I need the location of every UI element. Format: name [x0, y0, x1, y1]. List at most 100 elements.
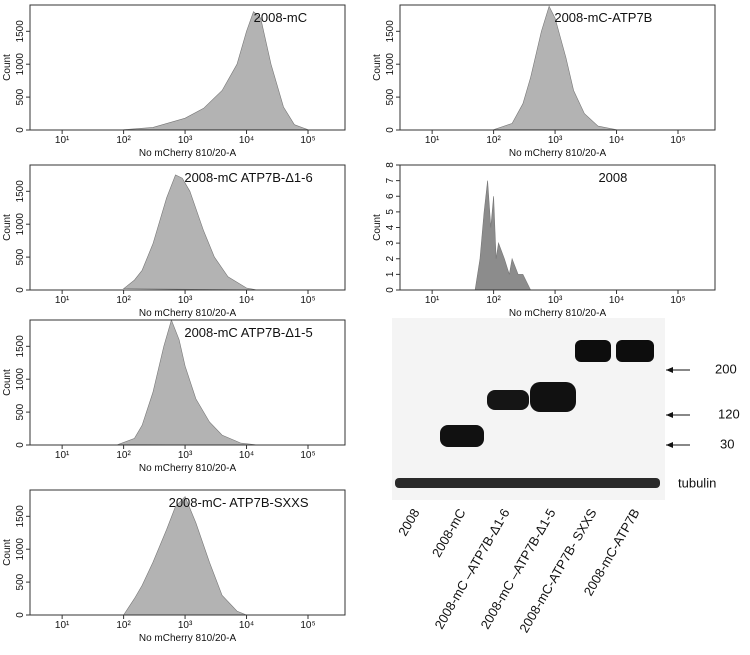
band	[616, 340, 654, 362]
x-tick-label: 10¹	[425, 135, 440, 146]
x-axis-label: No mCherry 810/20-A	[139, 148, 237, 159]
x-tick-label: 10²	[486, 295, 501, 306]
panel-annotation: 2008-mC- ATP7B-SXXS	[169, 495, 309, 510]
y-axis-label: Count	[372, 214, 383, 241]
x-tick-label: 10²	[116, 620, 131, 631]
plot-frame	[399, 4, 716, 131]
x-tick-label: 10⁵	[670, 135, 685, 146]
x-tick-label: 10²	[116, 295, 131, 306]
y-tick-label: 8	[385, 162, 396, 168]
histogram-area	[493, 5, 617, 130]
panel-annotation: 2008	[598, 170, 627, 185]
histogram-area	[117, 319, 258, 446]
panel-annotation: 2008-mC	[254, 10, 307, 25]
arrow-head	[666, 367, 673, 373]
y-tick-label: 1500	[15, 20, 26, 43]
x-tick-label: 10⁵	[300, 135, 315, 146]
y-tick-label: 1000	[385, 53, 396, 76]
histogram-area	[123, 496, 247, 616]
x-tick-label: 10⁴	[239, 620, 254, 631]
y-tick-label: 6	[385, 193, 396, 199]
marker-label: 30	[720, 436, 734, 451]
x-axis-label: No mCherry 810/20-A	[509, 148, 607, 159]
x-tick-label: 10⁵	[670, 295, 685, 306]
x-tick-label: 10³	[548, 135, 563, 146]
x-tick-label: 10¹	[55, 135, 70, 146]
y-tick-label: 4	[385, 224, 396, 230]
y-tick-label: 1500	[385, 20, 396, 43]
y-axis-label: Count	[2, 54, 13, 81]
lane-label: 2008-mC	[429, 506, 469, 560]
x-axis-label: No mCherry 810/20-A	[139, 308, 237, 319]
y-tick-label: 500	[15, 403, 26, 420]
y-tick-label: 3	[385, 240, 396, 246]
x-tick-label: 10⁴	[239, 135, 254, 146]
y-tick-label: 0	[385, 127, 396, 133]
x-axis-label: No mCherry 810/20-A	[139, 633, 237, 644]
y-tick-label: 0	[15, 127, 26, 133]
y-tick-label: 500	[15, 88, 26, 105]
y-axis-label: Count	[2, 214, 13, 241]
x-axis-label: No mCherry 810/20-A	[139, 463, 237, 474]
lane-label: 2008	[395, 506, 422, 539]
x-tick-label: 10²	[486, 135, 501, 146]
y-tick-label: 500	[385, 88, 396, 105]
arrow-head	[666, 412, 673, 418]
western-blot: 200 120 30 tubulin 2008 2008-mC 2008-mC …	[392, 318, 740, 635]
y-tick-label: 1500	[15, 335, 26, 358]
y-tick-label: 7	[385, 177, 396, 183]
panel-annotation: 2008-mC ATP7B-Δ1-6	[184, 170, 312, 185]
y-axis-label: Count	[2, 369, 13, 396]
x-tick-label: 10³	[178, 135, 193, 146]
histogram-panel: 0 1 2 3 4 5 6 7 8 10¹ 10² 10³ 10⁴ 10⁵ No mCherry 810/2…	[372, 162, 716, 319]
y-tick-label: 5	[385, 209, 396, 215]
x-tick-label: 10⁴	[609, 295, 624, 306]
x-axis-label: No mCherry 810/20-A	[509, 308, 607, 319]
histogram-area	[474, 180, 537, 291]
histogram-area	[122, 174, 258, 291]
lane-label: 2008-mC-ATP7B- SXXS	[516, 506, 599, 636]
tubulin-band	[395, 478, 660, 488]
panel-annotation: 2008-mC ATP7B-Δ1-5	[184, 325, 312, 340]
plot-frame	[399, 164, 716, 291]
plot-frame	[29, 489, 346, 616]
x-tick-label: 10¹	[425, 295, 440, 306]
x-tick-label: 10⁵	[300, 295, 315, 306]
plot-frame	[29, 164, 346, 291]
histogram-area	[123, 11, 309, 130]
band	[530, 382, 576, 412]
y-tick-label: 1000	[15, 538, 26, 561]
band	[487, 390, 529, 410]
y-tick-label: 1000	[15, 368, 26, 391]
y-axis-label: Count	[372, 54, 383, 81]
x-tick-label: 10³	[548, 295, 563, 306]
band	[440, 425, 484, 447]
x-tick-label: 10⁴	[239, 450, 254, 461]
x-tick-label: 10³	[178, 620, 193, 631]
loading-label: tubulin	[678, 475, 716, 490]
histogram-panel: 0 500 1000 1500 10¹ 10² 10³ 10⁴ 10⁵ No mCherry 81…	[2, 319, 346, 474]
y-tick-label: 2	[385, 256, 396, 262]
x-tick-label: 10³	[178, 295, 193, 306]
band	[575, 340, 611, 362]
marker-label: 120	[718, 406, 740, 421]
histogram-panel: 0 500 1000 1500 10¹ 10² 10³ 10⁴ 10⁵ No mCherry 81…	[2, 4, 346, 159]
x-tick-label: 10⁴	[239, 295, 254, 306]
plot-frame	[29, 4, 346, 131]
x-tick-label: 10²	[116, 450, 131, 461]
y-tick-label: 1000	[15, 53, 26, 76]
histogram-panel: 0 500 1000 1500 10¹ 10² 10³ 10⁴ 10⁵ No mCherry 81…	[372, 4, 716, 159]
marker-label: 200	[715, 361, 737, 376]
x-tick-label: 10¹	[55, 620, 70, 631]
x-tick-label: 10⁴	[609, 135, 624, 146]
y-tick-label: 1500	[15, 505, 26, 528]
y-tick-label: 1000	[15, 213, 26, 236]
x-tick-label: 10²	[116, 135, 131, 146]
plot-frame	[29, 319, 346, 446]
y-tick-label: 0	[15, 612, 26, 618]
x-tick-label: 10¹	[55, 295, 70, 306]
y-tick-label: 500	[15, 248, 26, 265]
histogram-panel: 0 500 1000 1500 10¹ 10² 10³ 10⁴ 10⁵ No mCherry 81…	[2, 164, 346, 319]
y-tick-label: 0	[385, 287, 396, 293]
y-tick-label: 1500	[15, 180, 26, 203]
